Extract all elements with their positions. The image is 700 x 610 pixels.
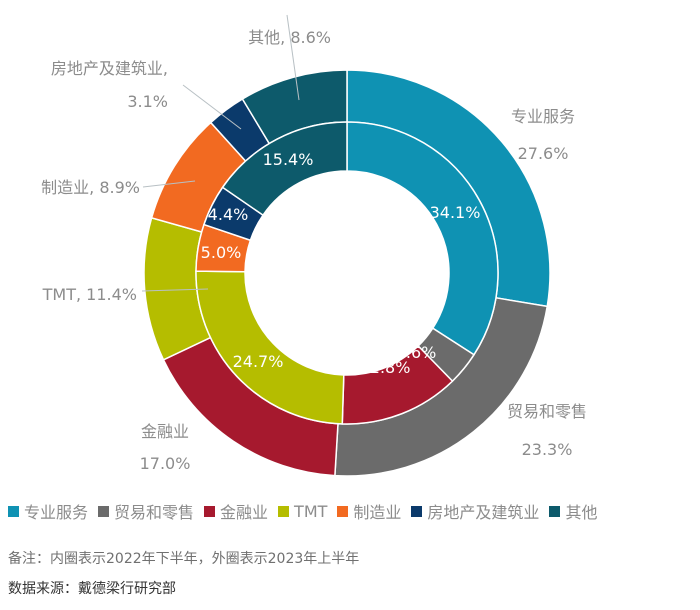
outer-category-label-other: 其他, 8.6% (248, 28, 331, 47)
legend-swatch (337, 505, 349, 517)
leader-line (142, 180, 196, 188)
legend-label: TMT (294, 501, 328, 521)
legend-label: 制造业 (353, 503, 402, 522)
outer-category-label-finance: 金融业 (141, 422, 189, 441)
inner-ring-2022h2 (195, 121, 499, 425)
legend-label: 其他 (565, 503, 598, 522)
outer-category-label-trade-retail: 贸易和零售 (507, 402, 587, 421)
legend-item-other[interactable]: 其他 (549, 499, 597, 523)
legend-item-professional-services[interactable]: 专业服务 (8, 499, 88, 523)
chart-legend: 专业服务 贸易和零售 金融业 TMT 制造业 房地产及建筑业 其他 (8, 499, 607, 523)
legend-swatch (278, 505, 290, 517)
inner-value-label-trade-retail: 3.6% (396, 343, 437, 362)
legend-item-tmt[interactable]: TMT (278, 502, 327, 521)
inner-value-label-manufacturing: 5.0% (201, 243, 242, 262)
legend-swatch (411, 505, 423, 517)
nested-donut-chart: 34.1% 3.6%12.8% 24.7% 5.0% 4.4% 15.4% 专业服务 27.… (41, 14, 587, 477)
leader-line (286, 14, 300, 101)
inner-value-label-real-estate-construction: 4.4% (208, 205, 249, 224)
outer-category-label-manufacturing: 制造业, 8.9% (41, 178, 140, 197)
legend-swatch (98, 505, 110, 517)
chart-remark: 备注：内圈表示2022年下半年，外圈表示2023年上半年 (8, 551, 360, 567)
legend-label: 金融业 (220, 503, 269, 522)
outer-value-label-real-estate-construction: 3.1% (127, 92, 168, 111)
outer-value-label-professional-services: 27.6% (518, 144, 569, 163)
legend-item-finance[interactable]: 金融业 (204, 499, 268, 523)
legend-label: 贸易和零售 (114, 503, 195, 522)
legend-swatch (8, 505, 19, 517)
leader-line (182, 84, 242, 130)
inner-slice-professional-services[interactable] (346, 121, 499, 356)
legend-item-manufacturing[interactable]: 制造业 (337, 499, 401, 523)
inner-ring-labels: 34.1% 3.6%12.8% 24.7% 5.0% 4.4% 15.4% (201, 150, 481, 377)
legend-label: 房地产及建筑业 (427, 503, 540, 522)
inner-slice-other[interactable] (221, 121, 348, 217)
outer-category-label-real-estate-construction: 房地产及建筑业, (51, 59, 168, 78)
legend-swatch (549, 505, 561, 517)
inner-value-label-other: 15.4% (263, 150, 314, 169)
inner-value-label-professional-services: 34.1% (430, 203, 481, 222)
legend-item-real-estate-construction[interactable]: 房地产及建筑业 (411, 499, 539, 523)
legend-swatch (204, 505, 216, 517)
legend-item-trade-retail[interactable]: 贸易和零售 (98, 499, 194, 523)
outer-category-label-tmt: TMT, 11.4% (42, 285, 137, 304)
outer-value-label-finance: 17.0% (140, 454, 191, 473)
leader-lines (141, 14, 300, 292)
outer-value-label-trade-retail: 23.3% (522, 440, 573, 459)
legend-label: 专业服务 (24, 503, 89, 522)
inner-value-label-tmt: 24.7% (233, 352, 284, 371)
leader-line (141, 288, 209, 292)
data-source: 数据来源：戴德梁行研究部 (8, 581, 176, 597)
outer-category-label-professional-services: 专业服务 (511, 107, 575, 126)
inner-value-label-finance: 12.8% (360, 358, 411, 377)
outer-ring-labels: 专业服务 27.6% 贸易和零售 23.3% 金融业 17.0% TMT, 11.4% 制造业… (41, 28, 587, 473)
